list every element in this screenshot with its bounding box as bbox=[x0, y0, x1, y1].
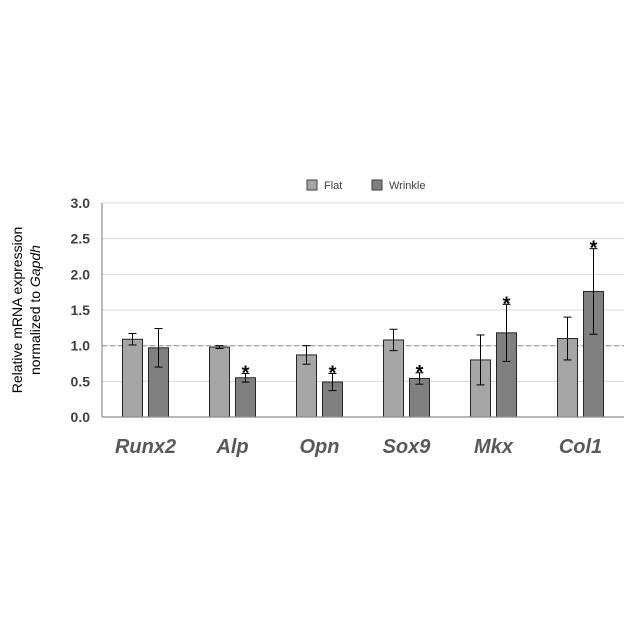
x-tick-label: Alp bbox=[215, 436, 248, 458]
significance-star: * bbox=[242, 362, 250, 384]
x-tick-label: Mkx bbox=[474, 436, 514, 458]
x-tick-label: Runx2 bbox=[115, 436, 176, 458]
y-axis-label-line1: Relative mRNA expression bbox=[9, 227, 25, 394]
x-tick-label: Sox9 bbox=[383, 436, 432, 458]
y-tick-label: 1.0 bbox=[71, 338, 91, 354]
significance-markers: * * * * * bbox=[242, 238, 598, 385]
x-tick-label: Opn bbox=[300, 436, 340, 458]
legend-label-flat: Flat bbox=[324, 180, 342, 192]
significance-star: * bbox=[590, 238, 598, 260]
gridlines bbox=[102, 203, 624, 381]
bar-flat bbox=[210, 347, 230, 417]
legend-swatch-wrinkle bbox=[372, 180, 382, 190]
x-tick-labels: Runx2 Alp Opn Sox9 Mkx Col1 bbox=[115, 436, 602, 458]
significance-star: * bbox=[416, 362, 424, 384]
significance-star: * bbox=[329, 362, 337, 384]
y-axis-label-gene: Gapdh bbox=[27, 245, 43, 287]
y-tick-label: 0.5 bbox=[71, 373, 91, 389]
y-tick-label: 2.0 bbox=[71, 266, 91, 282]
bar-flat bbox=[384, 340, 404, 417]
legend-label-wrinkle: Wrinkle bbox=[389, 180, 425, 192]
y-tick-labels: 0.0 0.5 1.0 1.5 2.0 2.5 3.0 bbox=[71, 195, 91, 425]
legend-swatch-flat bbox=[307, 180, 317, 190]
y-tick-label: 2.5 bbox=[71, 231, 91, 247]
bar-flat bbox=[123, 339, 143, 417]
x-tick-label: Col1 bbox=[559, 436, 602, 458]
y-tick-label: 0.0 bbox=[71, 409, 91, 425]
y-tick-label: 3.0 bbox=[71, 195, 91, 211]
y-axis-label: Relative mRNA expression normalized to G… bbox=[9, 227, 43, 394]
y-axis-label-prefix: normalized to bbox=[27, 287, 43, 375]
significance-star: * bbox=[503, 293, 511, 315]
legend: Flat Wrinkle bbox=[307, 180, 425, 192]
y-axis-label-line2: normalized to Gapdh bbox=[27, 245, 43, 375]
y-tick-label: 1.5 bbox=[71, 302, 91, 318]
